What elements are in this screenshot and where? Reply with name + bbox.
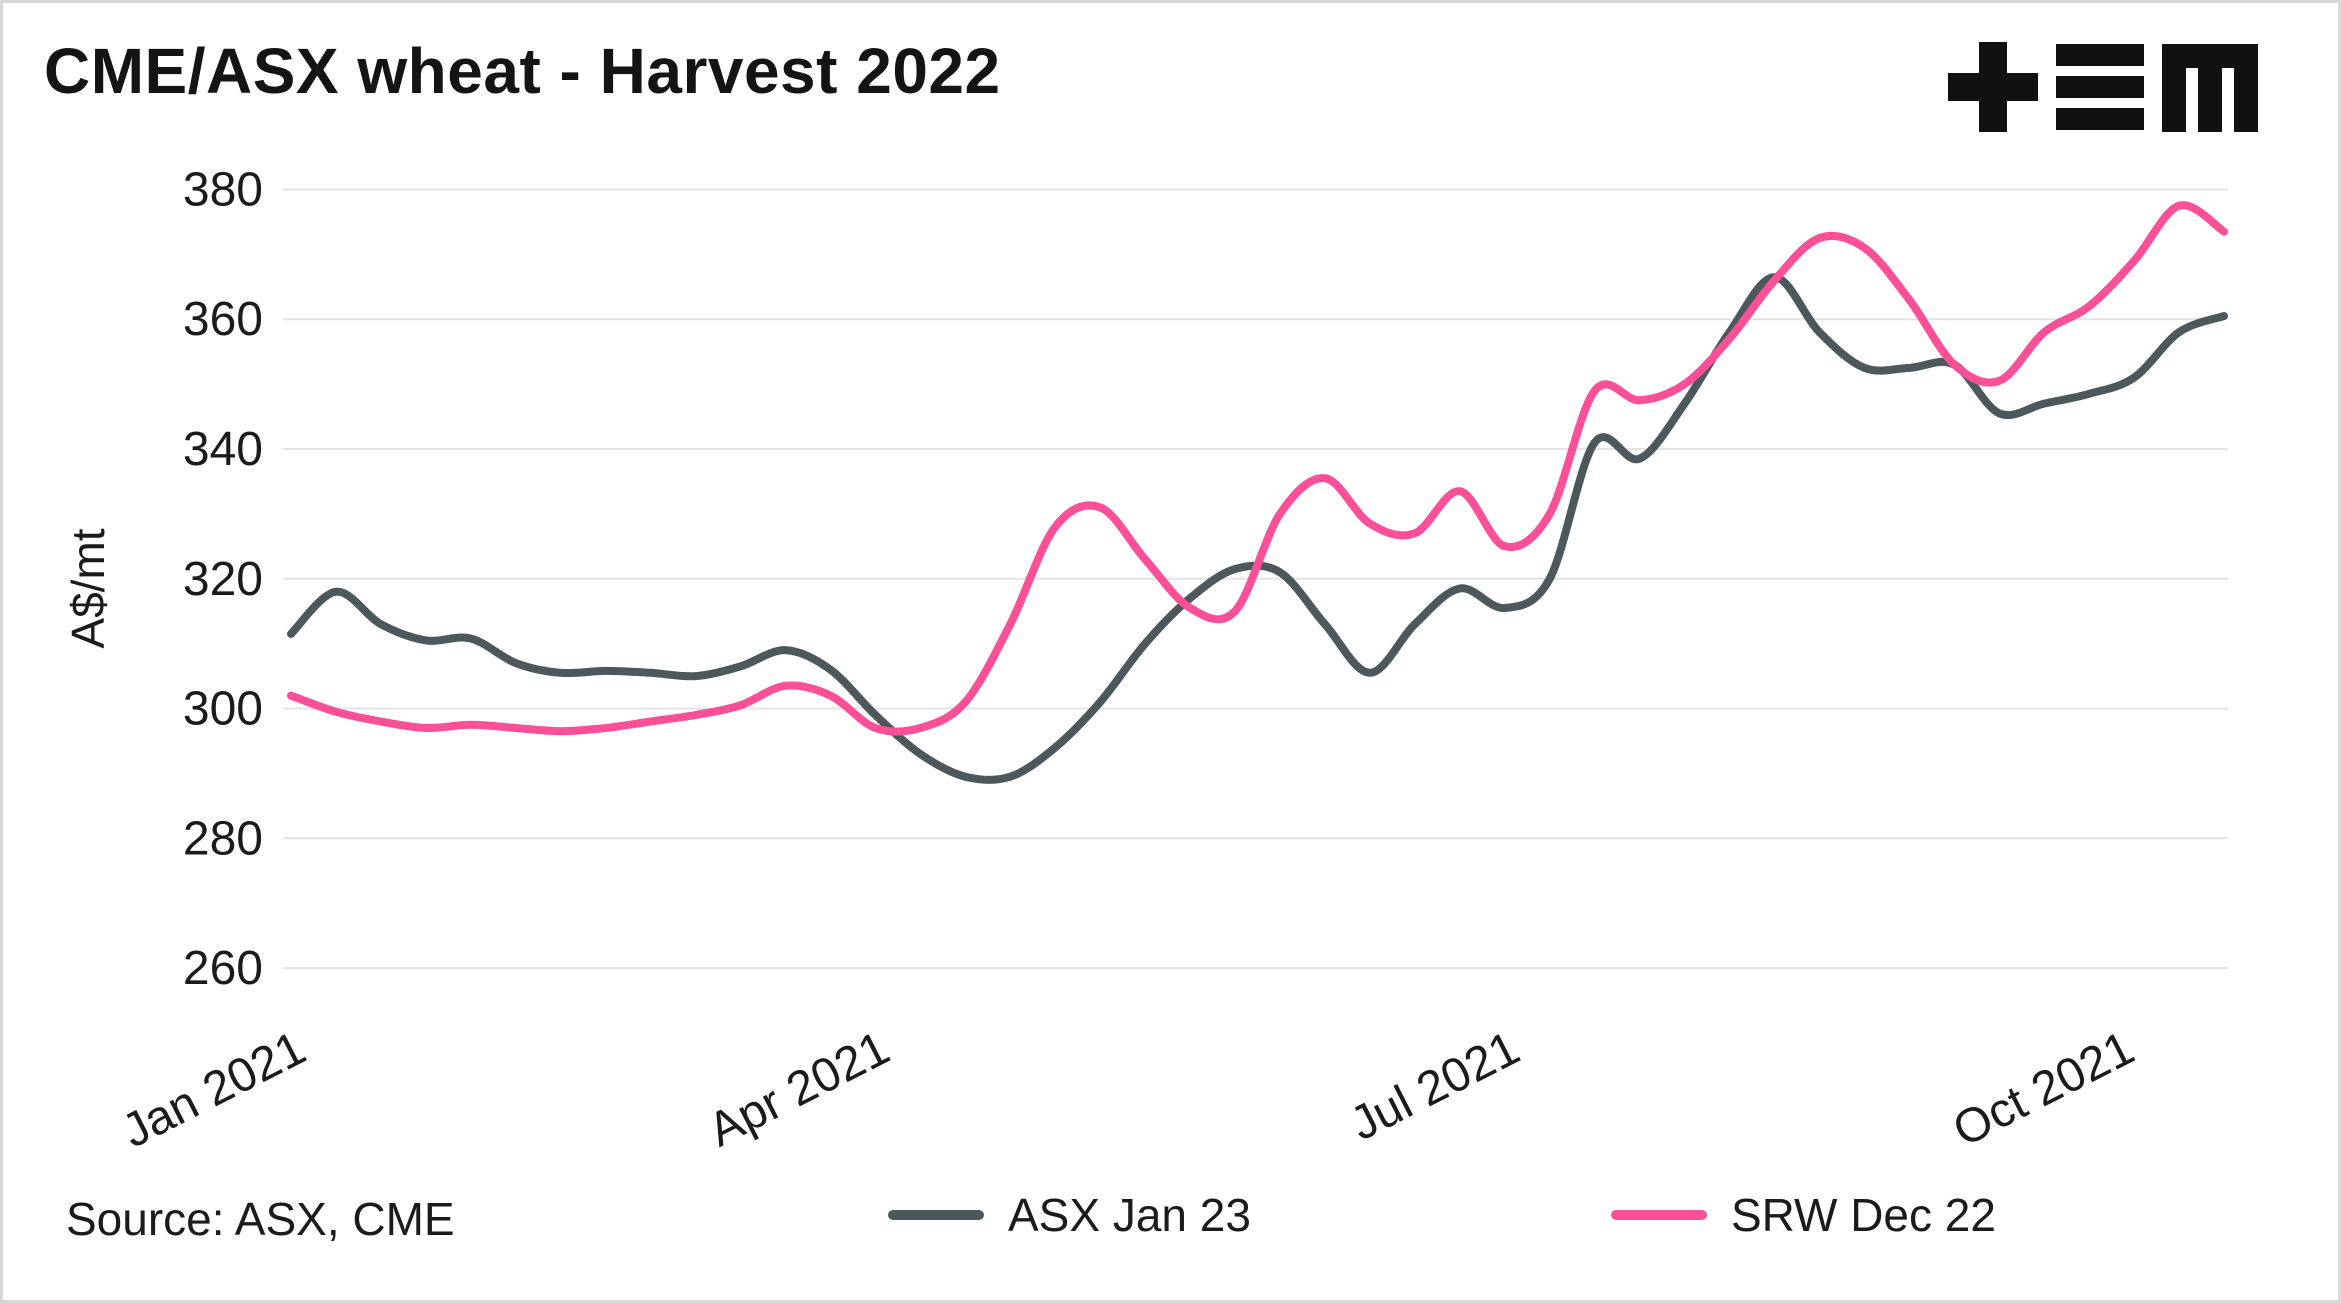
- legend: ASX Jan 23 SRW Dec 22: [888, 1188, 1996, 1242]
- tem-logo: [1948, 42, 2258, 132]
- y-tick-label: 360: [183, 293, 263, 346]
- x-tick-label: Apr 2021: [700, 1022, 898, 1158]
- x-tick-label: Oct 2021: [1945, 1022, 2143, 1158]
- series-line-1: [287, 201, 2228, 736]
- srw-line-swatch: [1610, 1210, 1707, 1220]
- x-tick-label: Jan 2021: [114, 1022, 314, 1159]
- legend-label-srw: SRW Dec 22: [1730, 1189, 1996, 1241]
- series-line-0: [287, 273, 2228, 784]
- y-tick-label: 320: [183, 553, 263, 606]
- y-axis-label: A$/mt: [62, 528, 114, 648]
- page-title: CME/ASX wheat - Harvest 2022: [44, 35, 1001, 107]
- y-tick-label: 260: [183, 942, 263, 995]
- source-text: Source: ASX, CME: [66, 1193, 455, 1245]
- x-tick-label: Jul 2021: [1342, 1022, 1528, 1152]
- y-tick-label: 300: [183, 683, 263, 736]
- y-tick-label: 380: [183, 164, 263, 217]
- legend-item-asx: ASX Jan 23: [888, 1188, 1251, 1242]
- legend-item-srw: SRW Dec 22: [1610, 1188, 1996, 1242]
- y-tick-label: 280: [183, 812, 263, 865]
- asx-line-swatch: [888, 1210, 984, 1220]
- y-tick-label: 340: [183, 423, 263, 476]
- legend-label-asx: ASX Jan 23: [1008, 1189, 1251, 1241]
